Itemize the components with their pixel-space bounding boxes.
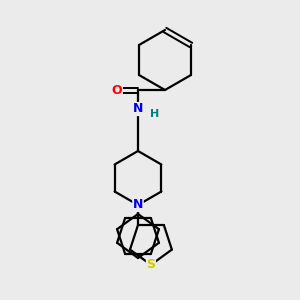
Text: O: O	[112, 83, 122, 97]
Text: H: H	[150, 109, 160, 119]
Text: S: S	[146, 258, 155, 271]
Text: N: N	[133, 103, 143, 116]
Text: N: N	[133, 199, 143, 212]
